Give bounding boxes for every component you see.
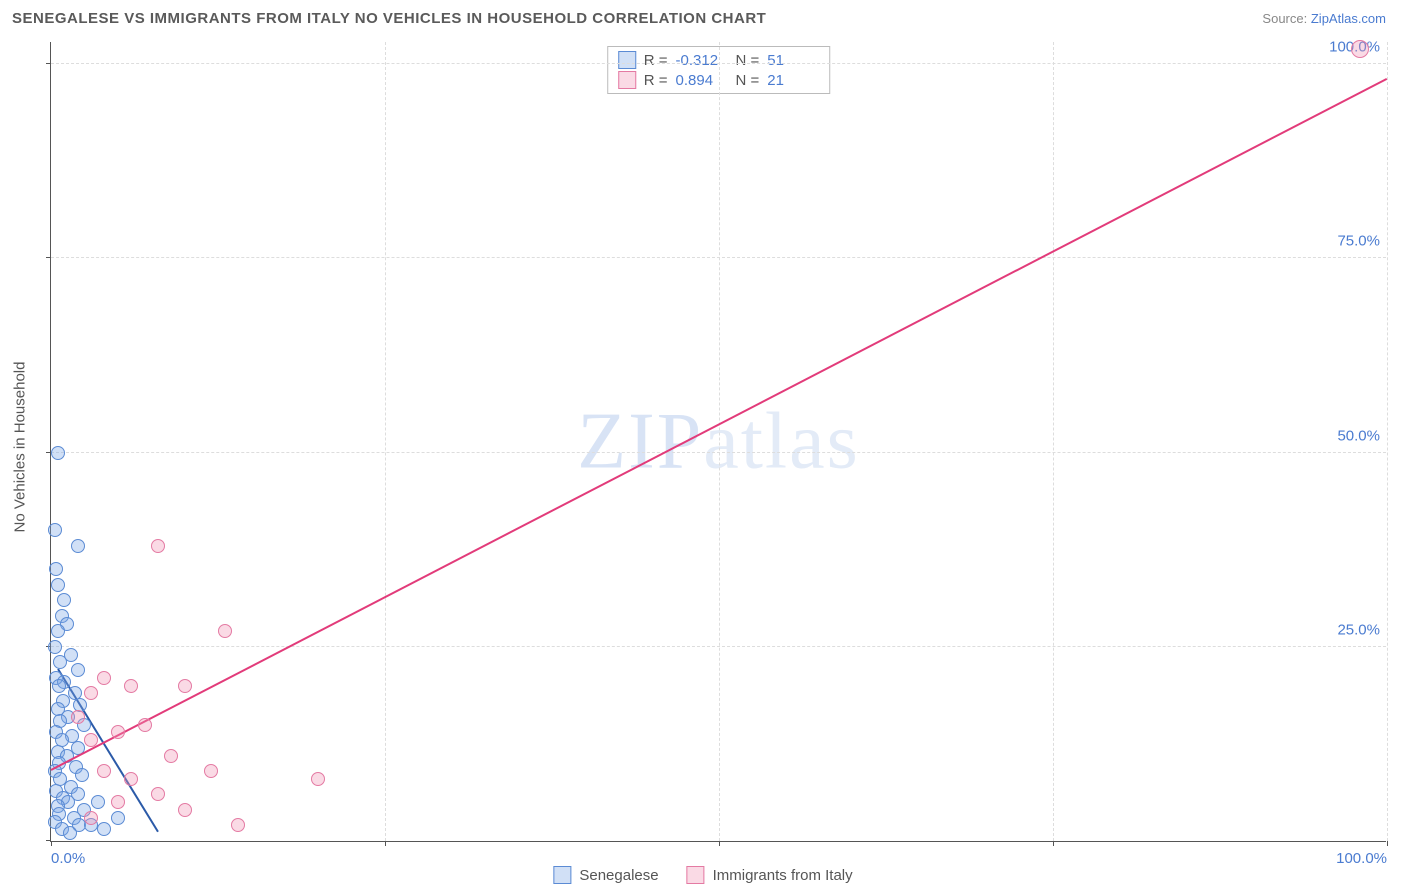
data-point-italy [178, 803, 192, 817]
data-point-senegalese [53, 655, 67, 669]
data-point-italy [97, 671, 111, 685]
legend-swatch [618, 51, 636, 69]
tick-y-label: 75.0% [1337, 233, 1380, 250]
legend-swatch [553, 866, 571, 884]
legend-r-label: R = [644, 52, 668, 69]
legend-label: Senegalese [579, 867, 658, 884]
data-point-senegalese [52, 679, 66, 693]
source-link[interactable]: ZipAtlas.com [1311, 11, 1386, 26]
legend-r-label: R = [644, 72, 668, 89]
plot-area: ZIPatlas R =-0.312N =51R =0.894N =21 25.… [50, 42, 1386, 842]
tick-x-label: 100.0% [1336, 850, 1387, 867]
tick-x [51, 841, 52, 846]
legend-n-label: N = [736, 72, 760, 89]
data-point-senegalese [63, 826, 77, 840]
data-point-italy [84, 811, 98, 825]
data-point-italy [71, 710, 85, 724]
gridline-v [1387, 42, 1388, 841]
data-point-italy [151, 787, 165, 801]
legend-item-senegalese: Senegalese [553, 866, 658, 884]
data-point-italy [218, 624, 232, 638]
data-point-senegalese [48, 640, 62, 654]
tick-y [46, 257, 51, 258]
data-point-senegalese [51, 624, 65, 638]
gridline-v [385, 42, 386, 841]
tick-y-label: 25.0% [1337, 621, 1380, 638]
data-point-senegalese [48, 523, 62, 537]
tick-x [1053, 841, 1054, 846]
data-point-senegalese [71, 663, 85, 677]
data-point-italy [111, 725, 125, 739]
data-point-italy [204, 764, 218, 778]
y-axis-label: No Vehicles in Household [12, 362, 29, 533]
tick-x [1387, 841, 1388, 846]
data-point-senegalese [51, 578, 65, 592]
data-point-senegalese [49, 562, 63, 576]
chart-title: SENEGALESE VS IMMIGRANTS FROM ITALY NO V… [12, 10, 766, 27]
chart: No Vehicles in Household ZIPatlas R =-0.… [50, 42, 1386, 852]
legend-label: Immigrants from Italy [713, 867, 853, 884]
legend-item-italy: Immigrants from Italy [687, 866, 853, 884]
tick-y-label: 50.0% [1337, 427, 1380, 444]
data-point-italy [311, 772, 325, 786]
legend-swatch [687, 866, 705, 884]
legend-swatch [618, 71, 636, 89]
data-point-senegalese [91, 795, 105, 809]
tick-x [385, 841, 386, 846]
legend-n-label: N = [736, 52, 760, 69]
data-point-italy [111, 795, 125, 809]
data-point-italy [231, 818, 245, 832]
data-point-italy [84, 733, 98, 747]
data-point-italy [138, 718, 152, 732]
data-point-italy [84, 686, 98, 700]
tick-y [46, 63, 51, 64]
data-point-italy [1351, 40, 1369, 58]
gridline-v [1053, 42, 1054, 841]
data-point-senegalese [71, 539, 85, 553]
source: Source: ZipAtlas.com [1262, 11, 1386, 26]
legend-series: Senegalese Immigrants from Italy [553, 866, 852, 884]
data-point-senegalese [75, 768, 89, 782]
gridline-v [719, 42, 720, 841]
source-label: Source: [1262, 11, 1307, 26]
legend-n-value: 21 [767, 72, 819, 89]
tick-x [719, 841, 720, 846]
data-point-senegalese [111, 811, 125, 825]
data-point-italy [178, 679, 192, 693]
data-point-italy [124, 772, 138, 786]
tick-x-label: 0.0% [51, 850, 85, 867]
data-point-italy [151, 539, 165, 553]
legend-n-value: 51 [767, 52, 819, 69]
data-point-italy [164, 749, 178, 763]
data-point-senegalese [51, 446, 65, 460]
data-point-senegalese [57, 593, 71, 607]
data-point-italy [124, 679, 138, 693]
data-point-senegalese [97, 822, 111, 836]
data-point-italy [97, 764, 111, 778]
